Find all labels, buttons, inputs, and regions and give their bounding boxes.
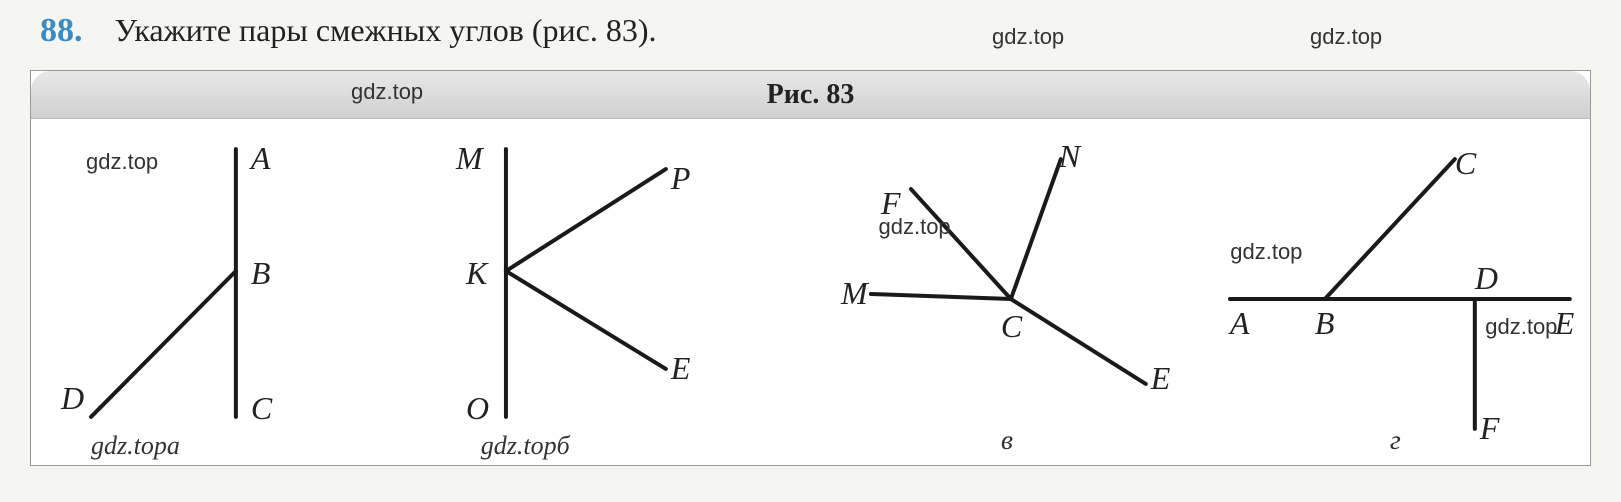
line-BC <box>1325 159 1455 299</box>
line-CM <box>870 294 1010 299</box>
point-O: O <box>466 391 489 426</box>
watermark: gdz.top <box>1230 239 1302 265</box>
figure-header: Рис. 83 gdz.top <box>31 71 1590 119</box>
figure-title: Рис. 83 <box>767 79 855 111</box>
watermark: gdz.top <box>351 79 423 105</box>
point-N: N <box>1057 139 1081 174</box>
point-C: C <box>251 391 273 426</box>
line-KP <box>506 169 666 271</box>
point-A: A <box>1228 306 1250 341</box>
watermark: gdz.top <box>86 149 158 175</box>
line-BD <box>91 271 236 417</box>
point-P: P <box>670 161 691 196</box>
line-CE <box>1010 299 1145 384</box>
watermark: gdz.top <box>879 214 951 240</box>
point-B: B <box>251 256 271 291</box>
watermark: gdz.top <box>1485 314 1557 340</box>
point-B: B <box>1315 306 1335 341</box>
sublabel-g: г <box>1390 425 1401 456</box>
point-D: D <box>60 381 84 416</box>
point-K: K <box>465 256 489 291</box>
diagram-b: M K O P E <box>421 119 811 467</box>
figure-panels: A B C D gdz.top gdz.topа M K O P E <box>31 119 1590 467</box>
panel-a: A B C D gdz.top gdz.topа <box>31 119 421 467</box>
line-KE <box>506 271 666 369</box>
problem-text: Укажите пары смежных углов (рис. 83). <box>115 12 657 49</box>
diagram-v: F N M C E в <box>811 119 1201 467</box>
point-A: A <box>249 141 271 176</box>
point-F: F <box>1479 411 1500 446</box>
sublabel-v: в <box>1000 425 1012 456</box>
line-CF <box>910 189 1010 299</box>
point-C: C <box>1000 309 1022 344</box>
watermark: gdz.top <box>992 24 1064 50</box>
panel-g: A B C D E F г gdz.top gdz.top <box>1200 119 1590 467</box>
panel-b: M K O P E gdz.topб <box>421 119 811 467</box>
point-D: D <box>1474 261 1498 296</box>
sublabel-a: gdz.topа <box>91 431 180 461</box>
problem-number: 88. <box>40 12 83 50</box>
line-CN <box>1010 159 1060 299</box>
panel-v: F N M C E в gdz.top <box>811 119 1201 467</box>
diagram-g: A B C D E F г <box>1200 119 1590 467</box>
point-M: M <box>455 141 485 176</box>
point-E: E <box>670 351 691 386</box>
point-E: E <box>1149 361 1170 396</box>
watermark: gdz.top <box>1310 24 1382 50</box>
figure-container: Рис. 83 gdz.top A B C D gdz.top gdz.topа <box>30 70 1591 466</box>
sublabel-b: gdz.topб <box>481 431 570 461</box>
point-C: C <box>1455 146 1477 181</box>
point-M: M <box>839 276 869 311</box>
